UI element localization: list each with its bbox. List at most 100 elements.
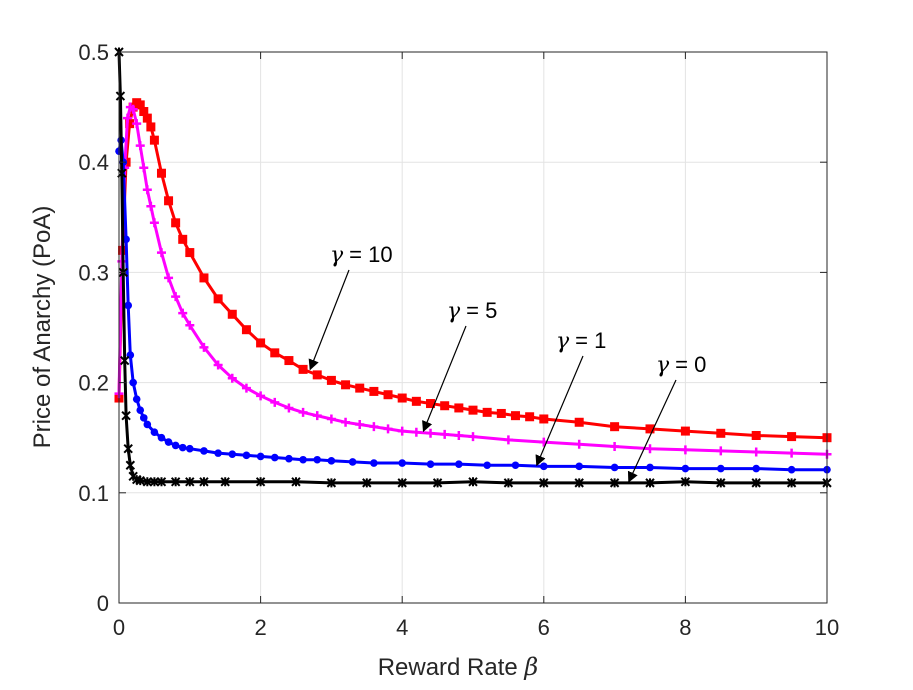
data-point <box>440 401 450 411</box>
data-point <box>397 478 407 488</box>
annotation-gamma-0: γ = 0 <box>627 352 706 483</box>
data-point <box>149 135 159 145</box>
data-point <box>185 477 195 487</box>
data-point <box>135 141 145 151</box>
data-point <box>751 430 761 440</box>
data-point <box>327 457 336 465</box>
data-point <box>149 218 159 228</box>
data-point <box>362 478 372 488</box>
data-point <box>242 451 251 460</box>
data-point <box>609 478 620 488</box>
data-point <box>136 406 145 414</box>
data-point <box>227 309 237 319</box>
data-point <box>398 459 407 467</box>
data-point <box>355 419 365 429</box>
series-gamma-5 <box>114 102 832 459</box>
data-point <box>482 407 492 417</box>
x-tick-label: 4 <box>396 615 408 640</box>
data-point <box>383 390 393 400</box>
data-point <box>291 477 301 487</box>
data-point <box>220 477 230 487</box>
data-point <box>164 196 174 206</box>
annotation-gamma-5: γ = 5 <box>422 298 497 433</box>
plot-background <box>119 52 827 603</box>
data-point <box>575 462 583 471</box>
data-point <box>132 119 142 129</box>
data-point <box>680 426 690 436</box>
data-point <box>426 460 435 468</box>
data-point <box>298 364 308 374</box>
data-point <box>610 463 619 472</box>
data-point <box>256 338 266 348</box>
data-point <box>468 432 478 442</box>
data-point <box>432 478 443 488</box>
data-point <box>256 391 266 401</box>
data-point <box>369 386 379 396</box>
data-point <box>124 301 133 310</box>
data-point <box>411 396 421 406</box>
x-tick-label: 2 <box>254 615 266 640</box>
data-point <box>341 380 351 390</box>
annotation-arrow <box>627 379 677 483</box>
data-point <box>454 403 464 413</box>
data-point <box>270 348 280 358</box>
data-point <box>540 462 548 471</box>
data-point <box>199 273 209 283</box>
data-point <box>341 417 351 427</box>
data-point <box>164 273 174 283</box>
data-point <box>129 378 137 387</box>
series-gamma-1 <box>115 136 831 474</box>
data-point <box>123 444 133 454</box>
data-point <box>355 383 365 393</box>
data-point <box>122 113 132 123</box>
data-point <box>312 370 322 380</box>
data-point <box>716 428 726 438</box>
data-point <box>716 478 726 488</box>
data-point <box>752 464 760 473</box>
data-point <box>503 435 513 445</box>
data-point <box>751 478 761 488</box>
data-point <box>312 411 322 421</box>
data-point <box>128 104 138 114</box>
data-point <box>119 355 130 366</box>
data-point <box>164 438 173 446</box>
data-point <box>270 397 280 407</box>
data-point <box>525 412 535 422</box>
data-point <box>751 447 761 457</box>
data-point <box>454 430 464 440</box>
data-point <box>539 414 549 424</box>
data-point <box>156 477 167 487</box>
data-point <box>125 460 136 470</box>
data-point <box>143 420 152 429</box>
annotation-symbol: γ <box>330 243 344 268</box>
data-point <box>369 422 379 432</box>
data-point <box>200 447 208 455</box>
data-point <box>397 426 407 436</box>
data-point <box>645 424 655 434</box>
data-point <box>186 444 194 453</box>
data-point <box>227 373 237 383</box>
data-point <box>574 417 584 427</box>
data-point <box>503 478 514 488</box>
plot-frame <box>118 51 828 604</box>
data-point <box>539 478 549 488</box>
annotation-gamma-1: γ = 1 <box>535 328 606 467</box>
data-point <box>139 163 149 173</box>
data-point <box>574 439 584 449</box>
series-layer <box>114 47 832 488</box>
data-point <box>270 453 279 462</box>
data-point <box>313 455 322 464</box>
data-point <box>146 122 156 132</box>
y-tick-label: 0.3 <box>78 260 109 285</box>
data-point <box>574 478 584 488</box>
data-point <box>255 477 266 487</box>
ticks: 0 2 4 6 8 10 0 0.1 0.2 0.3 0.4 0.5 <box>78 40 839 640</box>
y-tick-label: 0.5 <box>78 40 109 65</box>
data-point <box>468 477 478 487</box>
data-point <box>199 342 209 352</box>
data-point <box>256 452 265 461</box>
data-point <box>135 100 145 110</box>
data-point <box>787 432 797 442</box>
